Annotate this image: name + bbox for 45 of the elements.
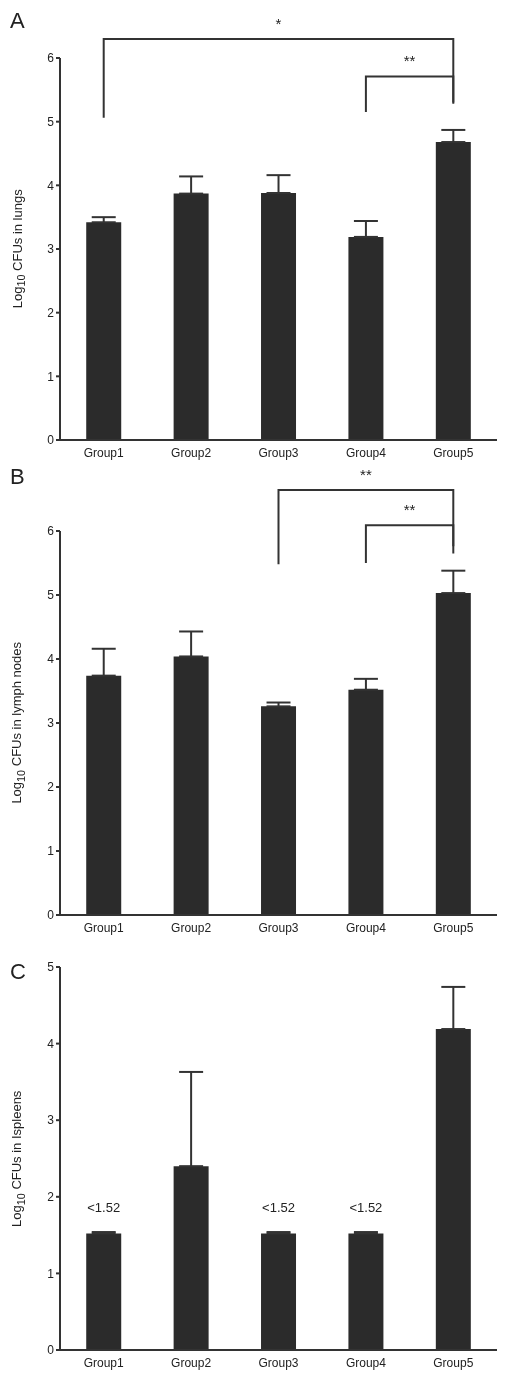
data-label: <1.52 — [87, 1199, 121, 1215]
chart-title: A — [10, 8, 25, 34]
annotation: ** — [403, 52, 416, 70]
x-tick-label: Group5 — [433, 920, 474, 935]
x-tick-label: Group1 — [83, 445, 125, 460]
x-tick-label: Group4 — [345, 1355, 387, 1370]
y-tick-label: 6 — [47, 524, 55, 539]
y-tick-label: 3 — [47, 1113, 55, 1128]
y-tick-label: 6 — [47, 51, 55, 66]
y-tick-label: 5 — [47, 114, 55, 129]
y-tick-label: 0 — [47, 433, 55, 448]
x-tick-label: Group5 — [433, 445, 474, 460]
y-tick-label: 2 — [47, 780, 55, 795]
y-tick-label: 4 — [47, 1036, 55, 1051]
x-tick-label: Group1 — [83, 1355, 125, 1370]
x-tick-label: Group4 — [345, 445, 387, 460]
x-tick-label: Group5 — [433, 1355, 474, 1370]
data-label: <1.52 — [349, 1199, 383, 1215]
x-tick-label: Group2 — [171, 1355, 212, 1370]
y-tick-label: 5 — [47, 960, 55, 975]
chart-title: C — [10, 959, 26, 985]
chart-title: B — [10, 464, 25, 490]
text: ** — [403, 501, 416, 519]
y-tick-label: 4 — [47, 652, 55, 667]
y-tick-label: 2 — [47, 1190, 55, 1205]
y-tick-label: 1 — [47, 844, 55, 859]
x-tick-label: Group4 — [345, 920, 387, 935]
y-tick-label: 5 — [47, 588, 55, 603]
x-tick-label: Group3 — [258, 1355, 299, 1370]
y-tick-label: 3 — [47, 242, 55, 257]
text: ** — [360, 466, 372, 484]
x-tick-label: Group1 — [83, 920, 125, 935]
data-label: <1.52 — [262, 1199, 295, 1215]
y-tick-label: 4 — [47, 178, 55, 193]
x-tick-label: Group2 — [171, 920, 212, 935]
y-tick-label: 2 — [47, 305, 55, 320]
x-tick-label: Group3 — [258, 920, 299, 935]
y-tick-label: 1 — [47, 369, 55, 384]
y-tick-label: 3 — [47, 716, 55, 731]
x-tick-label: Group3 — [258, 445, 299, 460]
text: * — [275, 14, 282, 32]
y-tick-label: 0 — [47, 1343, 55, 1358]
y-tick-label: 1 — [47, 1266, 55, 1281]
x-tick-label: Group2 — [171, 445, 212, 460]
y-tick-label: 0 — [47, 908, 55, 923]
